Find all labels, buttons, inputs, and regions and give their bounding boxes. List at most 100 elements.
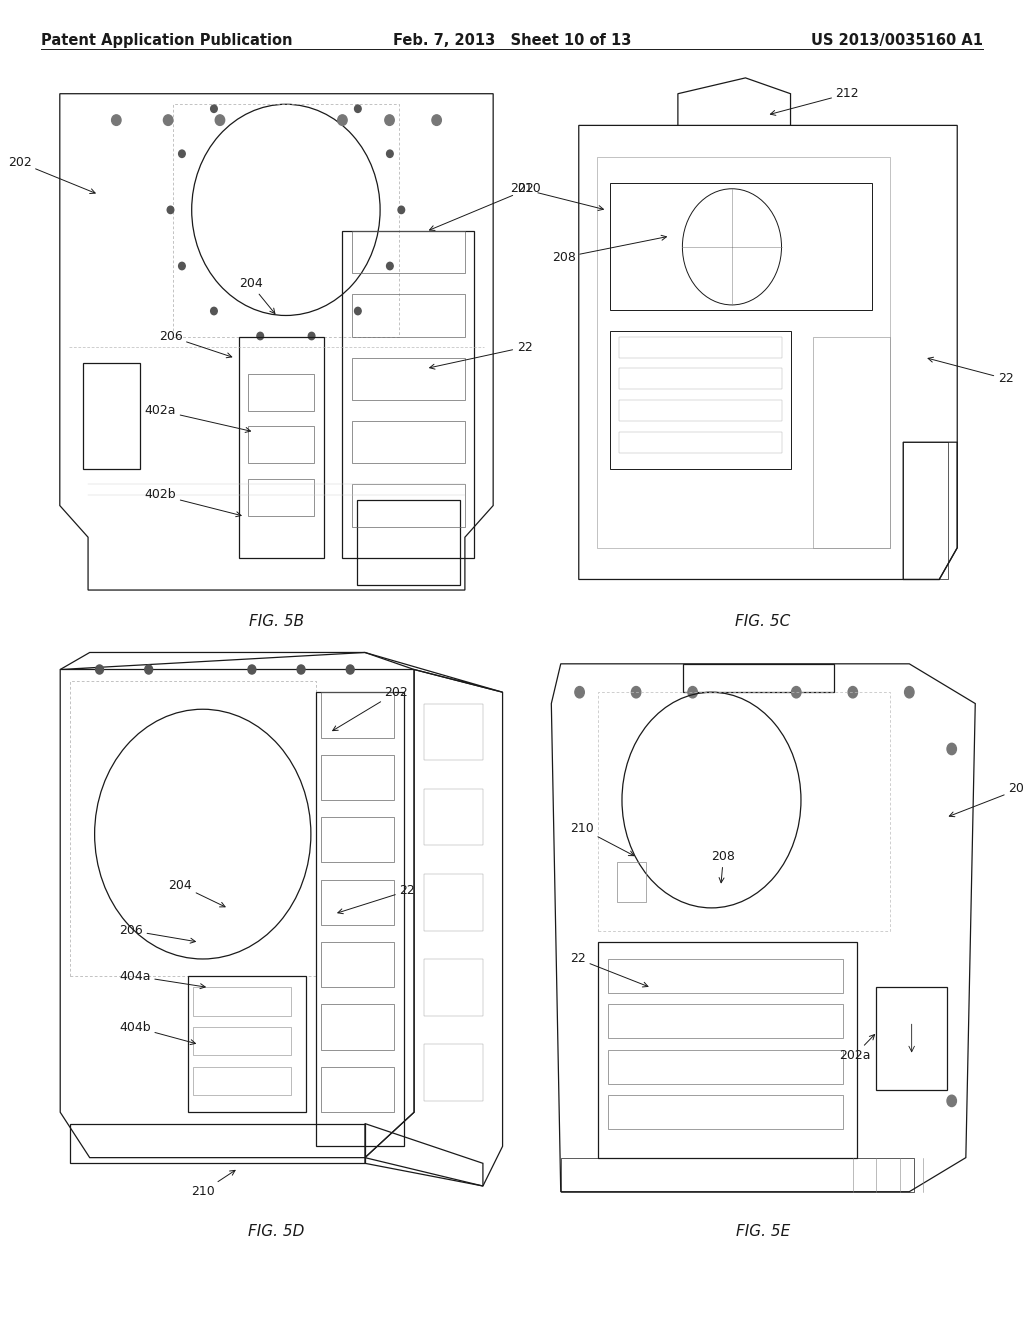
Bar — [70, 681, 315, 975]
Text: 402b: 402b — [144, 488, 241, 516]
Bar — [352, 358, 465, 400]
Text: 202: 202 — [333, 685, 409, 731]
Bar — [424, 704, 483, 760]
Text: 204: 204 — [168, 879, 225, 907]
Circle shape — [95, 665, 103, 675]
Bar — [321, 817, 394, 862]
Bar — [248, 426, 314, 463]
Bar — [248, 479, 314, 516]
Text: 202: 202 — [510, 182, 603, 210]
Circle shape — [387, 150, 393, 157]
Text: 22: 22 — [570, 953, 648, 987]
Text: FIG. 5C: FIG. 5C — [735, 614, 791, 628]
Text: US 2013/0035160 A1: US 2013/0035160 A1 — [811, 33, 983, 48]
Bar — [620, 400, 781, 421]
Text: FIG. 5E: FIG. 5E — [736, 1224, 790, 1238]
Bar — [70, 1123, 365, 1163]
Bar — [813, 337, 890, 548]
Text: 210: 210 — [429, 182, 541, 231]
Text: 402a: 402a — [144, 404, 251, 433]
Circle shape — [178, 263, 185, 269]
Circle shape — [947, 1096, 956, 1106]
Bar — [620, 432, 781, 453]
Bar — [248, 374, 314, 411]
Text: 202: 202 — [949, 783, 1024, 817]
Bar — [561, 1158, 914, 1192]
Bar — [239, 337, 324, 558]
Bar — [321, 692, 394, 738]
Bar — [903, 442, 948, 579]
Circle shape — [257, 333, 263, 339]
Bar — [321, 1005, 394, 1049]
Text: 204: 204 — [239, 277, 274, 314]
Circle shape — [211, 106, 217, 112]
Text: 210: 210 — [190, 1171, 236, 1199]
Bar — [321, 755, 394, 800]
Bar — [356, 500, 460, 585]
Circle shape — [385, 115, 394, 125]
Bar — [173, 104, 399, 337]
Text: Patent Application Publication: Patent Application Publication — [41, 33, 293, 48]
Text: 22: 22 — [430, 341, 532, 370]
Text: 208: 208 — [552, 235, 667, 264]
Circle shape — [144, 665, 153, 675]
Circle shape — [947, 743, 956, 755]
Circle shape — [308, 333, 314, 339]
Bar — [598, 942, 857, 1158]
Text: 210: 210 — [570, 822, 634, 855]
Text: 208: 208 — [712, 850, 735, 883]
Bar — [321, 1067, 394, 1113]
Circle shape — [354, 106, 361, 112]
Bar — [193, 987, 291, 1016]
Text: 22: 22 — [928, 358, 1014, 385]
Circle shape — [112, 115, 121, 125]
Bar — [608, 1005, 844, 1039]
Text: 212: 212 — [770, 87, 859, 115]
Circle shape — [904, 686, 914, 698]
Bar — [597, 157, 890, 548]
Circle shape — [346, 665, 354, 675]
Circle shape — [338, 115, 347, 125]
Bar — [617, 862, 645, 903]
Circle shape — [792, 686, 801, 698]
Bar — [608, 958, 844, 993]
Circle shape — [432, 115, 441, 125]
Circle shape — [211, 308, 217, 314]
Bar — [83, 363, 140, 469]
Bar — [193, 1067, 291, 1096]
Bar — [424, 874, 483, 931]
Bar — [188, 975, 306, 1113]
Bar — [620, 368, 781, 389]
Bar — [352, 484, 465, 527]
Bar — [321, 942, 394, 987]
Circle shape — [632, 686, 641, 698]
Text: 206: 206 — [119, 924, 196, 944]
Circle shape — [354, 308, 361, 314]
Circle shape — [164, 115, 173, 125]
Bar — [610, 183, 871, 310]
Bar — [610, 331, 791, 469]
Circle shape — [574, 686, 585, 698]
Text: 404a: 404a — [119, 969, 205, 989]
Bar — [598, 692, 891, 931]
Bar — [620, 337, 781, 358]
Text: FIG. 5B: FIG. 5B — [249, 614, 304, 628]
Circle shape — [178, 150, 185, 157]
Circle shape — [387, 263, 393, 269]
Circle shape — [215, 115, 224, 125]
Bar — [321, 879, 394, 925]
Text: 202a: 202a — [839, 1035, 874, 1063]
Bar — [352, 231, 465, 273]
Text: Feb. 7, 2013   Sheet 10 of 13: Feb. 7, 2013 Sheet 10 of 13 — [393, 33, 631, 48]
Bar — [424, 958, 483, 1016]
Bar — [342, 231, 474, 558]
Text: 202: 202 — [8, 156, 95, 194]
Circle shape — [297, 665, 305, 675]
Bar — [352, 421, 465, 463]
Bar — [608, 1096, 844, 1129]
Text: FIG. 5D: FIG. 5D — [248, 1224, 305, 1238]
Bar — [877, 987, 947, 1089]
Circle shape — [688, 686, 697, 698]
Circle shape — [848, 686, 857, 698]
Text: 22: 22 — [338, 884, 415, 913]
